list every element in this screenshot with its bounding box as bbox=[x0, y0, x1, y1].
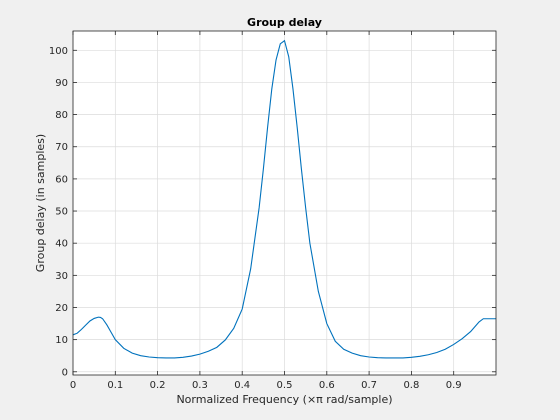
chart-title: Group delay bbox=[247, 16, 322, 29]
y-tick-label: 100 bbox=[49, 46, 68, 57]
x-tick-label: 0.8 bbox=[403, 380, 419, 391]
x-tick-label: 0 bbox=[70, 380, 76, 391]
x-tick-label: 0.2 bbox=[150, 380, 166, 391]
x-tick-label: 0.6 bbox=[319, 380, 335, 391]
x-tick-label: 0.4 bbox=[234, 380, 250, 391]
y-tick-label: 90 bbox=[55, 78, 68, 89]
y-tick-label: 70 bbox=[55, 142, 68, 153]
y-tick-label: 20 bbox=[55, 303, 68, 314]
y-tick-label: 80 bbox=[55, 110, 68, 121]
x-gridlines bbox=[72, 31, 455, 375]
y-tick-label: 40 bbox=[55, 239, 68, 250]
y-tick-label: 0 bbox=[62, 367, 68, 378]
y-tick-label: 10 bbox=[55, 335, 68, 346]
x-tick-label: 0.5 bbox=[277, 380, 293, 391]
x-ticks: 0 0.1 0.2 0.3 0.4 0.5 0.6 0.7 0.8 0.9 bbox=[70, 31, 462, 391]
y-axis-title: Group delay (in samples) bbox=[34, 134, 47, 272]
y-tick-label: 50 bbox=[55, 207, 68, 218]
x-tick-label: 0.9 bbox=[446, 380, 462, 391]
y-tick-label: 60 bbox=[55, 174, 68, 185]
y-ticks: 0 10 20 30 40 50 60 70 80 90 100 bbox=[49, 46, 496, 378]
x-tick-label: 0.1 bbox=[107, 380, 123, 391]
group-delay-line bbox=[72, 39, 496, 359]
x-tick-label: 0.3 bbox=[192, 380, 208, 391]
x-tick-label: 0.7 bbox=[361, 380, 377, 391]
y-tick-label: 30 bbox=[55, 271, 68, 282]
x-axis-title: Normalized Frequency (×π rad/sample) bbox=[176, 393, 392, 406]
